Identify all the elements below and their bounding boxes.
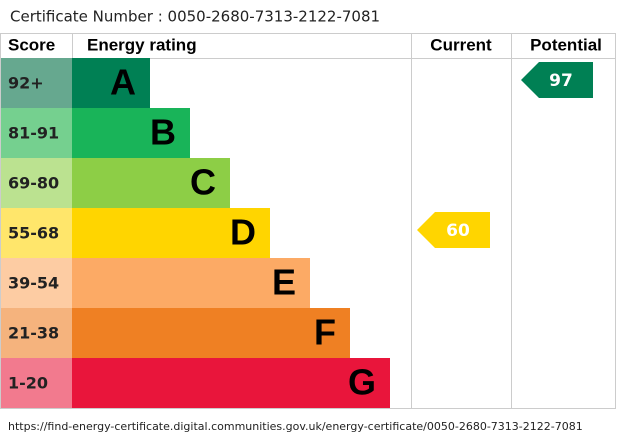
url: https://find-energy-certificate.digital.… <box>8 420 583 433</box>
rating-letter: E <box>272 262 296 303</box>
score-cell <box>1 158 72 208</box>
rating-bar <box>72 158 230 208</box>
score-cell <box>1 58 72 108</box>
header-current: Current <box>430 35 492 54</box>
score-label: 21-38 <box>8 324 59 343</box>
score-label: 55-68 <box>8 224 59 243</box>
rating-bar <box>72 108 190 158</box>
rating-letter: A <box>110 62 136 103</box>
rating-bar <box>72 258 310 308</box>
current-value: 60 <box>446 221 470 241</box>
rating-bar <box>72 208 270 258</box>
frame <box>0 33 616 409</box>
rating-bar <box>72 308 350 358</box>
rating-letter: C <box>190 162 216 203</box>
score-cell <box>1 358 72 408</box>
certificate-number: Certificate Number : 0050-2680-7313-2122… <box>10 8 380 26</box>
header-potential: Potential <box>530 35 602 54</box>
score-label: 1-20 <box>8 374 48 393</box>
current-arrow <box>417 212 490 248</box>
rating-bar <box>72 58 150 108</box>
rating-letter: B <box>150 112 176 153</box>
score-label: 92+ <box>8 74 44 93</box>
rating-letter: F <box>314 312 336 353</box>
rating-bar <box>72 358 390 408</box>
header-rating: Energy rating <box>87 35 197 54</box>
score-label: 69-80 <box>8 174 59 193</box>
rating-letter: G <box>348 362 376 403</box>
score-cell <box>1 108 72 158</box>
potential-arrow <box>521 62 593 98</box>
score-label: 39-54 <box>8 274 59 293</box>
score-cell <box>1 308 72 358</box>
score-label: 81-91 <box>8 124 59 143</box>
header-score: Score <box>8 35 55 54</box>
score-cell <box>1 258 72 308</box>
potential-value: 97 <box>549 71 573 91</box>
score-cell <box>1 208 72 258</box>
rating-letter: D <box>230 212 256 253</box>
